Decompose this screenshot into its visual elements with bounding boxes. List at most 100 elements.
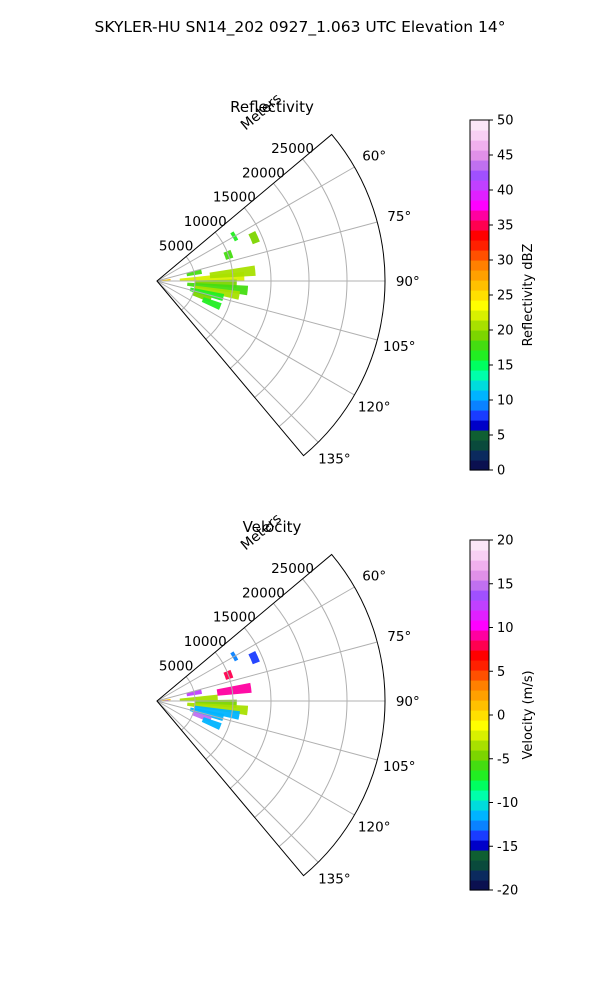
reflectivity-colorbar-swatch bbox=[470, 170, 489, 181]
velocity-colorbar-swatch bbox=[470, 770, 489, 781]
velocity-colorbar-swatch bbox=[470, 670, 489, 681]
velocity-colorbar-swatch bbox=[470, 720, 489, 731]
reflectivity-colorbar-swatch bbox=[470, 290, 489, 301]
velocity-colorbar-swatch bbox=[470, 600, 489, 611]
reflectivity-sector-outline bbox=[156, 133, 386, 457]
figure-suptitle: SKYLER-HU SN14_202 0927_1.063 UTC Elevat… bbox=[95, 18, 506, 37]
reflectivity-colorbar-swatch bbox=[470, 310, 489, 321]
reflectivity-grid-spoke bbox=[156, 280, 378, 341]
reflectivity-grid-circle bbox=[205, 231, 234, 340]
velocity-echo-region bbox=[248, 650, 260, 665]
reflectivity-panel: Reflectivity60°75°90°105°120°135°5000100… bbox=[156, 91, 536, 479]
reflectivity-echo-region bbox=[201, 297, 222, 310]
velocity-azimuth-tick-label: 90° bbox=[396, 694, 420, 710]
velocity-colorbar-swatch bbox=[470, 630, 489, 641]
reflectivity-colorbar-tick-label: 20 bbox=[497, 324, 514, 339]
reflectivity-colorbar-swatch bbox=[470, 140, 489, 151]
reflectivity-colorbar-swatch bbox=[470, 220, 489, 231]
velocity-echo-region bbox=[201, 717, 222, 730]
reflectivity-colorbar-swatch bbox=[470, 440, 489, 451]
reflectivity-radial-tick-label: 25000 bbox=[271, 141, 314, 157]
reflectivity-colorbar-swatch bbox=[470, 130, 489, 141]
reflectivity-colorbar-swatch bbox=[470, 270, 489, 281]
reflectivity-colorbar-swatch bbox=[470, 280, 489, 291]
velocity-colorbar-swatch bbox=[470, 860, 489, 871]
velocity-echo-region bbox=[216, 682, 252, 696]
velocity-colorbar-swatch bbox=[470, 590, 489, 601]
reflectivity-radial-tick-label: 10000 bbox=[184, 214, 227, 230]
velocity-colorbar-swatch bbox=[470, 560, 489, 571]
velocity-title: Velocity bbox=[243, 518, 302, 536]
velocity-colorbar-tick-label: -5 bbox=[497, 752, 510, 767]
reflectivity-azimuth-tick-label: 60° bbox=[362, 149, 386, 165]
velocity-grid bbox=[156, 578, 385, 863]
velocity-grid-spoke bbox=[156, 700, 319, 863]
reflectivity-colorbar-swatch bbox=[470, 300, 489, 311]
reflectivity-grid-circle bbox=[229, 207, 272, 369]
reflectivity-colorbar: 0 5 10 15 20 25 30 35 40 45 50 Reflectivity dBZ bbox=[469, 114, 536, 479]
reflectivity-colorbar-label: Reflectivity dBZ bbox=[521, 244, 536, 347]
reflectivity-colorbar-swatch bbox=[470, 340, 489, 351]
velocity-colorbar-swatch bbox=[470, 710, 489, 721]
velocity-grid-spoke bbox=[156, 700, 378, 761]
reflectivity-colorbar-swatch bbox=[470, 160, 489, 171]
reflectivity-colorbar-swatch bbox=[470, 250, 489, 261]
velocity-colorbar-swatch bbox=[470, 640, 489, 651]
reflectivity-colorbar-tick-label: 45 bbox=[497, 149, 514, 164]
reflectivity-colorbar-swatch bbox=[470, 360, 489, 371]
reflectivity-colorbar-tick-label: 50 bbox=[497, 114, 514, 129]
reflectivity-colorbar-swatch bbox=[470, 390, 489, 401]
velocity-radial-tick-label: 5000 bbox=[159, 659, 193, 675]
velocity-colorbar: -20 -15 -10 -5 0 5 10 15 20 Velocity (m/s) bbox=[469, 534, 536, 899]
velocity-sector-outline bbox=[156, 553, 386, 877]
velocity-radial-tick-label: 10000 bbox=[184, 634, 227, 650]
velocity-colorbar-swatch bbox=[470, 700, 489, 711]
reflectivity-colorbar-swatch bbox=[470, 350, 489, 361]
reflectivity-colorbar-swatch bbox=[470, 460, 489, 471]
velocity-azimuth-tick-label: 135° bbox=[318, 871, 351, 887]
reflectivity-azimuth-tick-label: 90° bbox=[396, 274, 420, 290]
velocity-radial-tick-label: 25000 bbox=[271, 561, 314, 577]
velocity-colorbar-swatch bbox=[470, 750, 489, 761]
reflectivity-azimuth-tick-label: 105° bbox=[383, 339, 416, 355]
reflectivity-colorbar-swatch bbox=[470, 210, 489, 221]
velocity-colorbar-swatch bbox=[470, 850, 489, 861]
velocity-colorbar-swatch bbox=[470, 730, 489, 741]
velocity-colorbar-swatch bbox=[470, 580, 489, 591]
reflectivity-colorbar-swatch bbox=[470, 330, 489, 341]
reflectivity-colorbar-swatch bbox=[470, 240, 489, 251]
velocity-colorbar-swatch bbox=[470, 870, 489, 881]
velocity-colorbar-swatch bbox=[470, 790, 489, 801]
velocity-azimuth-tick-label: 105° bbox=[383, 759, 416, 775]
reflectivity-colorbar-swatch bbox=[470, 150, 489, 161]
reflectivity-colorbar-tick-label: 5 bbox=[497, 429, 505, 444]
velocity-colorbar-tick-label: 10 bbox=[497, 621, 514, 636]
reflectivity-colorbar-swatch bbox=[470, 380, 489, 391]
velocity-colorbar-swatch bbox=[470, 880, 489, 891]
reflectivity-echo-region bbox=[248, 230, 260, 245]
velocity-colorbar-swatch bbox=[470, 540, 489, 551]
velocity-colorbar-swatch bbox=[470, 660, 489, 671]
reflectivity-grid-spoke bbox=[156, 221, 378, 282]
velocity-grid-circle bbox=[254, 602, 310, 818]
velocity-colorbar-tick-label: 15 bbox=[497, 577, 514, 592]
velocity-colorbar-swatch bbox=[470, 620, 489, 631]
velocity-colorbar-tick-label: 5 bbox=[497, 665, 505, 680]
velocity-echo-layer bbox=[157, 650, 260, 730]
reflectivity-colorbar-swatch bbox=[470, 320, 489, 331]
reflectivity-colorbar-swatch bbox=[470, 430, 489, 441]
velocity-echo-region bbox=[179, 694, 218, 701]
reflectivity-title: Reflectivity bbox=[230, 98, 314, 116]
velocity-colorbar-swatch bbox=[470, 840, 489, 851]
reflectivity-radial-tick-label: 15000 bbox=[213, 190, 256, 206]
velocity-colorbar-swatch bbox=[470, 610, 489, 621]
velocity-colorbar-tick-label: -10 bbox=[497, 796, 518, 811]
reflectivity-radial-tick-label: 5000 bbox=[159, 239, 193, 255]
reflectivity-colorbar-tick-label: 15 bbox=[497, 359, 514, 374]
reflectivity-colorbar-swatch bbox=[470, 200, 489, 211]
velocity-colorbar-swatch bbox=[470, 680, 489, 691]
velocity-grid-spoke bbox=[156, 586, 355, 702]
velocity-grid-spoke bbox=[156, 641, 378, 702]
reflectivity-colorbar-swatch bbox=[470, 450, 489, 461]
reflectivity-colorbar-swatch bbox=[470, 120, 489, 131]
